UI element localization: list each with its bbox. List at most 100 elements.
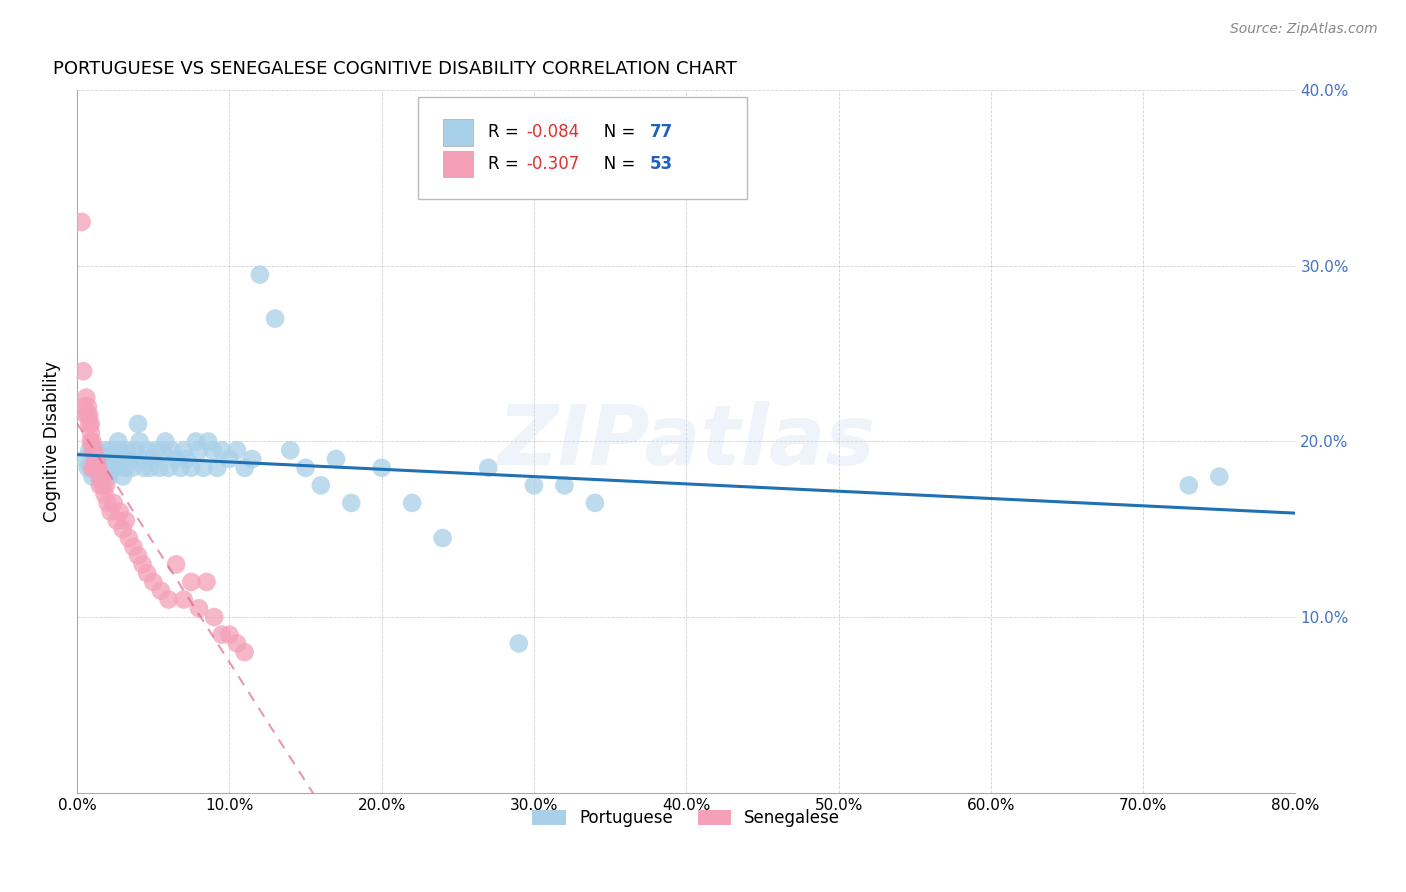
Point: [195, 574, 218, 589]
Point: [87, 460, 110, 475]
Point: [264, 311, 287, 326]
Point: [75, 391, 97, 405]
Point: [240, 452, 263, 467]
Point: [124, 443, 146, 458]
Point: [180, 460, 202, 475]
Point: [108, 505, 131, 519]
Point: [432, 531, 454, 545]
Point: [340, 496, 363, 510]
Text: -0.084: -0.084: [527, 123, 579, 142]
Point: [197, 434, 219, 449]
Point: [89, 460, 111, 475]
Point: [91, 478, 114, 492]
Text: N =: N =: [588, 123, 640, 142]
Point: [94, 478, 117, 492]
Point: [86, 443, 108, 458]
Point: [104, 443, 127, 458]
Point: [218, 452, 240, 467]
Point: [233, 460, 256, 475]
Point: [205, 460, 228, 475]
Point: [114, 460, 136, 475]
FancyBboxPatch shape: [443, 119, 472, 145]
Y-axis label: Cognitive Disability: Cognitive Disability: [44, 361, 60, 522]
Point: [169, 460, 191, 475]
Point: [89, 452, 111, 467]
Point: [80, 460, 103, 475]
Point: [76, 408, 98, 422]
Point: [226, 443, 249, 458]
Point: [233, 645, 256, 659]
Point: [294, 460, 316, 475]
Point: [226, 636, 249, 650]
Point: [173, 443, 195, 458]
Point: [93, 443, 115, 458]
Text: 53: 53: [650, 155, 673, 173]
Point: [148, 460, 170, 475]
Text: R =: R =: [488, 123, 523, 142]
Point: [370, 460, 392, 475]
Point: [523, 478, 546, 492]
Point: [1208, 469, 1230, 483]
Point: [100, 443, 122, 458]
Point: [309, 478, 332, 492]
Point: [76, 400, 98, 414]
Point: [76, 460, 98, 475]
Point: [142, 574, 165, 589]
Point: [150, 443, 173, 458]
Point: [127, 549, 149, 563]
Point: [87, 469, 110, 483]
Point: [104, 460, 127, 475]
Point: [89, 478, 111, 492]
Point: [508, 636, 530, 650]
Point: [83, 443, 105, 458]
Point: [82, 469, 104, 483]
Point: [477, 460, 499, 475]
Text: Source: ZipAtlas.com: Source: ZipAtlas.com: [1230, 22, 1378, 37]
Point: [105, 513, 128, 527]
Point: [145, 443, 167, 458]
Point: [84, 460, 107, 475]
FancyBboxPatch shape: [418, 97, 747, 199]
Point: [131, 558, 153, 572]
Point: [180, 574, 202, 589]
Point: [136, 443, 159, 458]
Point: [82, 452, 104, 467]
Point: [211, 443, 233, 458]
Point: [73, 452, 96, 467]
Text: N =: N =: [588, 155, 640, 173]
Point: [96, 452, 118, 467]
Point: [80, 417, 103, 431]
Point: [401, 496, 423, 510]
Point: [249, 268, 271, 282]
Point: [93, 487, 115, 501]
Point: [120, 452, 142, 467]
Text: R =: R =: [488, 155, 523, 173]
Point: [165, 558, 187, 572]
Point: [121, 460, 143, 475]
Text: PORTUGUESE VS SENEGALESE COGNITIVE DISABILITY CORRELATION CHART: PORTUGUESE VS SENEGALESE COGNITIVE DISAB…: [52, 60, 737, 78]
Point: [132, 460, 155, 475]
Point: [173, 592, 195, 607]
Point: [553, 478, 575, 492]
Point: [193, 460, 215, 475]
Point: [77, 417, 100, 431]
Point: [160, 443, 183, 458]
Text: -0.307: -0.307: [527, 155, 579, 173]
Point: [108, 443, 131, 458]
Point: [157, 592, 180, 607]
Point: [202, 610, 225, 624]
Point: [136, 566, 159, 581]
Point: [84, 460, 107, 475]
Point: [118, 531, 141, 545]
Point: [184, 434, 207, 449]
Point: [84, 452, 107, 467]
Point: [111, 522, 134, 536]
Point: [187, 443, 209, 458]
Point: [127, 417, 149, 431]
Point: [278, 443, 301, 458]
Text: ZIPatlas: ZIPatlas: [498, 401, 875, 482]
Point: [77, 408, 100, 422]
Point: [75, 408, 97, 422]
Point: [80, 434, 103, 449]
Point: [218, 627, 240, 641]
